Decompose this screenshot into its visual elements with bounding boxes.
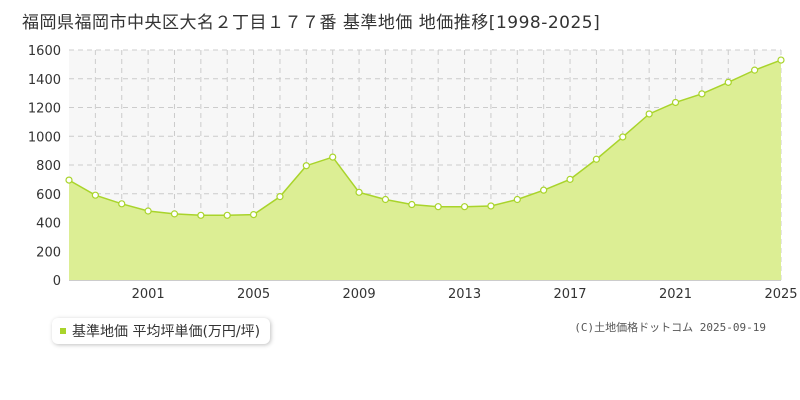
- data-point: [487, 202, 495, 210]
- data-point: [170, 210, 179, 218]
- data-point: [329, 153, 337, 161]
- x-tick-label: 2005: [237, 287, 270, 302]
- data-point: [566, 175, 574, 183]
- data-point: [619, 133, 627, 141]
- data-point: [91, 191, 99, 199]
- x-tick-label: 2021: [659, 287, 692, 302]
- copyright-credit: (C)土地価格ドットコム 2025-09-19: [574, 321, 766, 334]
- data-point: [751, 66, 759, 74]
- data-point: [460, 203, 469, 211]
- data-point: [434, 203, 442, 211]
- legend: 基準地価 平均坪単価(万円/坪): [52, 318, 271, 344]
- y-tick-label: 1600: [28, 44, 61, 59]
- x-tick-label: 2001: [132, 287, 165, 302]
- data-point: [355, 188, 363, 196]
- data-point: [65, 176, 73, 184]
- data-point: [513, 195, 521, 204]
- data-point: [724, 78, 732, 86]
- y-tick-label: 400: [36, 217, 61, 232]
- data-point: [540, 186, 548, 194]
- series-line: [68, 59, 782, 217]
- data-point: [777, 56, 785, 64]
- x-tick-label: 2013: [448, 287, 481, 302]
- data-point: [276, 193, 284, 201]
- data-point: [144, 207, 152, 215]
- x-tick-label: 2017: [553, 287, 586, 302]
- data-point: [408, 200, 416, 209]
- data-point: [118, 200, 126, 208]
- data-point: [381, 195, 390, 204]
- y-tick-label: 200: [36, 245, 61, 260]
- data-point: [223, 211, 231, 219]
- legend-swatch-icon: [60, 328, 66, 334]
- legend-label: 基準地価 平均坪単価(万円/坪): [72, 324, 261, 340]
- data-point: [302, 162, 310, 170]
- y-tick-label: 600: [36, 188, 61, 203]
- y-tick-label: 800: [36, 159, 61, 174]
- y-tick-label: 1000: [28, 130, 61, 145]
- data-point: [671, 98, 680, 107]
- data-point: [698, 90, 706, 98]
- chart-title: 福岡県福岡市中央区大名２丁目１７７番 基準地価 地価推移[1998-2025]: [22, 13, 601, 33]
- data-point: [249, 210, 258, 219]
- series-area-fill: [69, 60, 781, 281]
- data-point: [645, 110, 653, 118]
- x-tick-label: 2025: [764, 287, 797, 302]
- y-tick-label: 0: [53, 274, 61, 289]
- y-tick-label: 1400: [28, 73, 61, 88]
- y-tick-label: 1200: [28, 102, 61, 117]
- data-point: [592, 155, 601, 163]
- data-point: [197, 211, 205, 219]
- x-tick-label: 2009: [343, 287, 376, 302]
